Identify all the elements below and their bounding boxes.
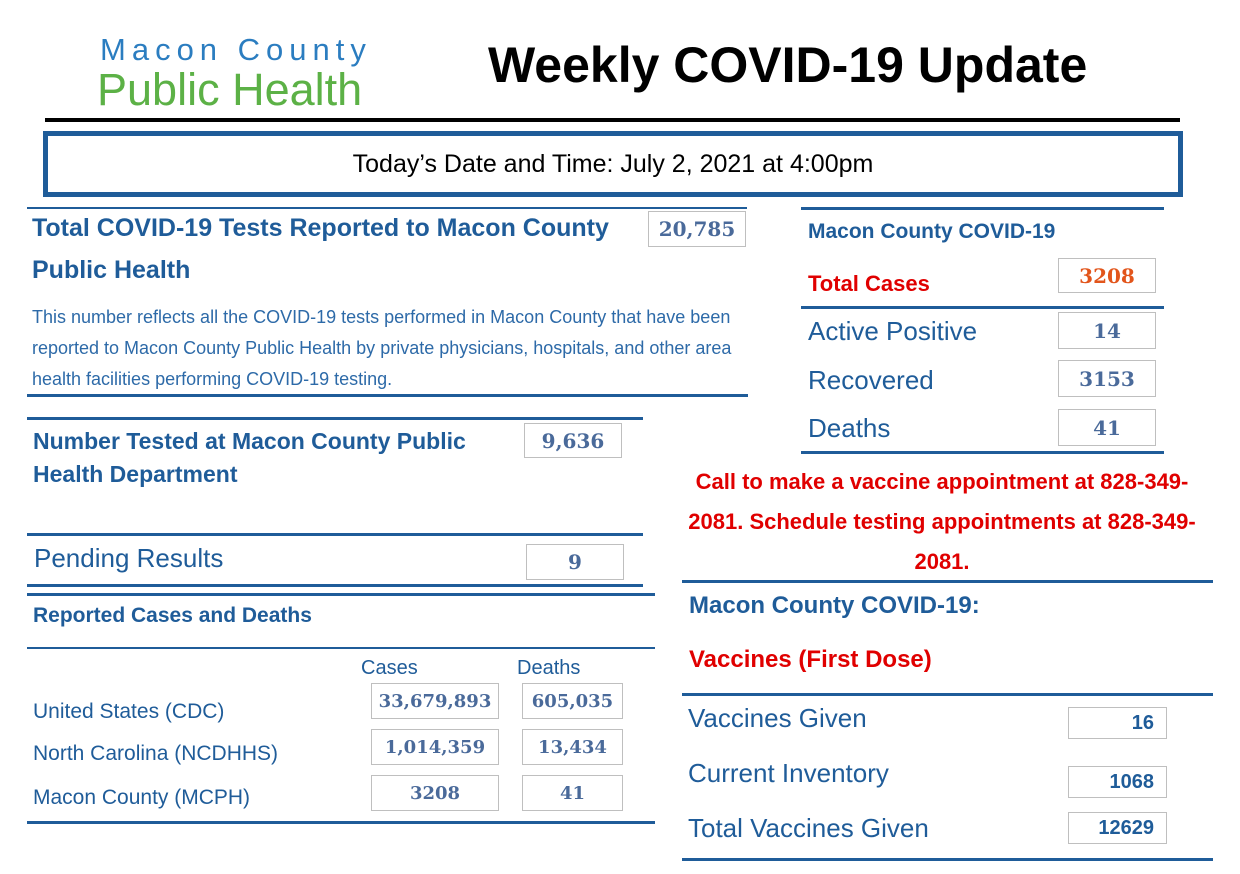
total-vaccines-label: Total Vaccines Given [688, 813, 929, 843]
total-cases-value: 3208 [1058, 258, 1156, 293]
reported-header-rule [27, 647, 655, 649]
row-label-us: United States (CDC) [33, 700, 225, 723]
row-deaths-nc: 13,434 [522, 729, 623, 765]
active-positive-label: Active Positive [808, 316, 978, 346]
title-divider [45, 118, 1180, 122]
row-deaths-us: 605,035 [522, 683, 623, 719]
tested-heading-line2: Health Department [33, 461, 238, 487]
tests-bottom-rule [27, 394, 748, 397]
logo-macon-county: Macon County [100, 32, 372, 67]
row-label-nc: North Carolina (NCDHHS) [33, 742, 279, 765]
row-cases-us: 33,679,893 [371, 683, 499, 719]
tests-heading-line2: Public Health [32, 256, 191, 284]
active-positive-value: 14 [1058, 312, 1156, 349]
county-top-rule [801, 207, 1164, 210]
reported-top-rule [27, 593, 655, 596]
deaths-value: 41 [1058, 409, 1156, 446]
col-cases-header: Cases [361, 657, 418, 679]
vaccines-mid-rule [682, 693, 1213, 696]
pending-top-rule [27, 533, 643, 536]
tested-heading-line1: Number Tested at Macon County Public [33, 428, 466, 454]
pending-bottom-rule [27, 584, 643, 587]
row-cases-macon: 3208 [371, 775, 499, 811]
vaccines-heading: Macon County COVID-19: [689, 592, 980, 619]
pending-label: Pending Results [34, 543, 224, 573]
vaccines-given-label: Vaccines Given [688, 703, 867, 733]
row-deaths-macon: 41 [522, 775, 623, 811]
current-inventory-value: 1068 [1068, 766, 1167, 798]
row-label-macon: Macon County (MCPH) [33, 786, 251, 809]
reported-heading: Reported Cases and Deaths [33, 604, 312, 627]
appointment-callout: Call to make a vaccine appointment at 82… [688, 469, 1196, 574]
vaccines-subheading: Vaccines (First Dose) [689, 646, 932, 673]
vaccines-bottom-rule [682, 858, 1213, 861]
total-cases-rule [801, 306, 1164, 309]
tests-value: 20,785 [648, 211, 746, 247]
col-deaths-header: Deaths [517, 657, 581, 679]
total-cases-label: Total Cases [808, 271, 930, 296]
pending-value: 9 [526, 544, 624, 580]
county-bottom-rule [801, 451, 1164, 454]
tests-top-rule [27, 207, 747, 209]
date-text: Today’s Date and Time: July 2, 2021 at 4… [352, 150, 874, 178]
tests-heading-line1: Total COVID-19 Tests Reported to Macon C… [32, 214, 609, 242]
deaths-label: Deaths [808, 413, 891, 443]
tested-top-rule [27, 417, 643, 420]
tests-description: This number reflects all the COVID-19 te… [32, 307, 732, 389]
recovered-label: Recovered [808, 365, 934, 395]
tested-value: 9,636 [524, 423, 622, 458]
date-bar: Today’s Date and Time: July 2, 2021 at 4… [43, 131, 1183, 197]
county-heading: Macon County COVID-19 [808, 220, 1056, 243]
vaccines-top-rule [682, 580, 1213, 583]
recovered-value: 3153 [1058, 360, 1156, 397]
vaccines-given-value: 16 [1068, 707, 1167, 739]
row-cases-nc: 1,014,359 [371, 729, 499, 765]
reported-bottom-rule [27, 821, 655, 824]
current-inventory-label: Current Inventory [688, 758, 889, 788]
logo-public-health: Public Health [97, 64, 363, 115]
total-vaccines-value: 12629 [1068, 812, 1167, 844]
page-title: Weekly COVID-19 Update [488, 37, 1088, 93]
